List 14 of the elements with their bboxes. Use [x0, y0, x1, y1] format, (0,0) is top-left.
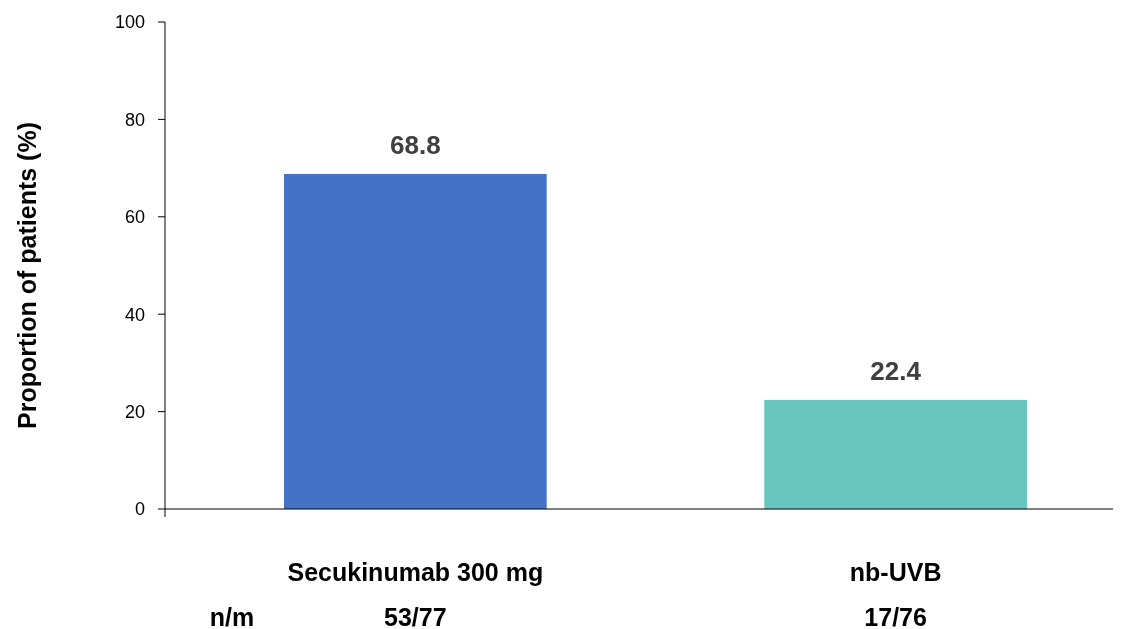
y-tick-label: 0: [134, 499, 145, 520]
text: n/m: [209, 603, 255, 629]
text: 17/76: [864, 603, 927, 629]
text: 53/77: [384, 603, 447, 629]
x-tick-label: nb-UVB: [849, 558, 942, 586]
y-axis-title: Proportion of patients (%): [13, 122, 41, 429]
y-tick-label: 60: [124, 207, 145, 228]
y-tick-label: 80: [124, 109, 145, 130]
data-label: 22.4: [870, 355, 922, 386]
y-tick-label: 100: [114, 12, 145, 33]
x-tick-label: Secukinumab 300 mg: [287, 558, 544, 586]
data-label: 68.8: [390, 129, 441, 160]
y-tick-label: 20: [124, 401, 145, 422]
y-tick-label: 40: [124, 304, 145, 325]
